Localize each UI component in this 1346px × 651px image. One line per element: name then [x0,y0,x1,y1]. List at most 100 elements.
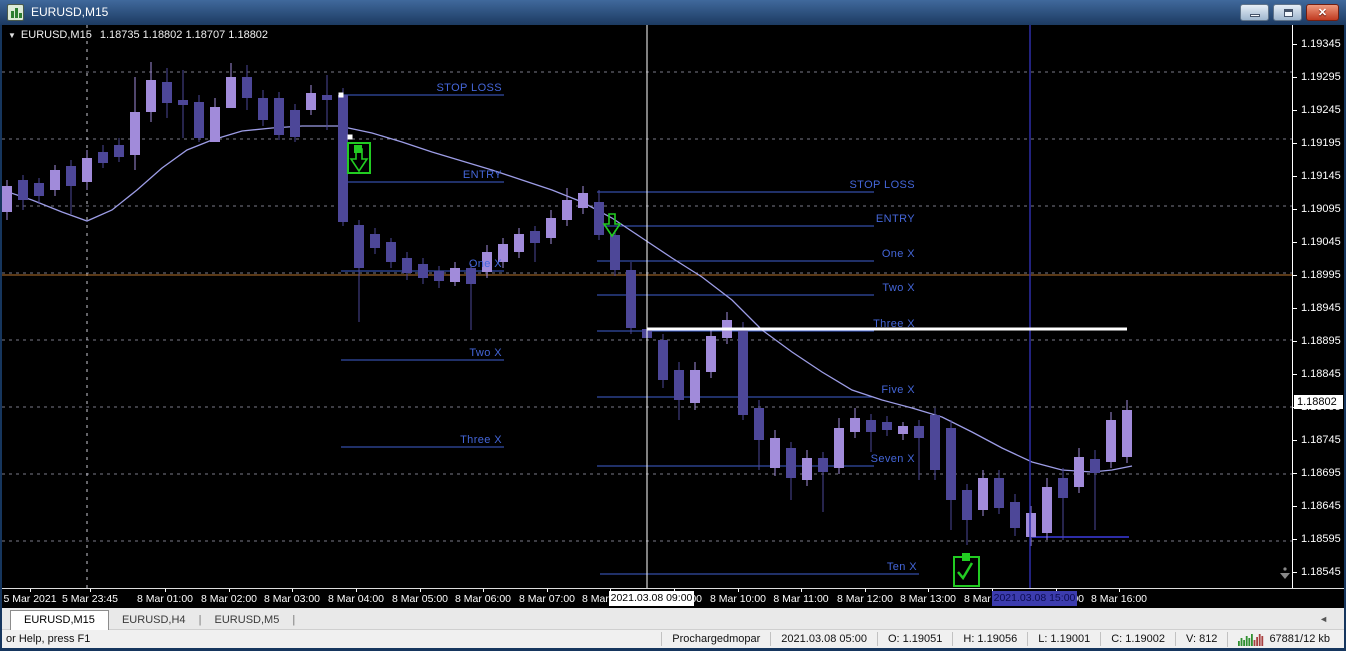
time-axis-label: 8 Mar 02:00 [200,593,258,605]
candle [274,98,284,135]
time-tick-mark [229,589,230,592]
tab-scroll-left-icon[interactable]: ◄ [1319,614,1328,624]
chart-tabs-bar: EURUSD,M15 EURUSD,H4 | EURUSD,M5 | ◄ [2,608,1344,630]
status-open: O: 1.19051 [876,632,952,646]
connection-bars-icon [1238,633,1264,646]
price-tick-label: 1.19095 [1301,203,1341,215]
close-button[interactable]: ✕ [1306,4,1339,21]
time-tick-mark [928,589,929,592]
price-tick-label: 1.18995 [1301,269,1341,281]
price-tick-label: 1.18845 [1301,368,1341,380]
candle [322,95,332,100]
price-axis[interactable]: 1.19345 1.19295 1.19245 1.19195 1.19145 1.190… [1292,25,1344,588]
price-tick-mark [1293,440,1297,441]
candle [594,202,604,235]
price-tick-label: 1.18895 [1301,335,1341,347]
price-tick-mark [1293,209,1297,210]
price-tick-label: 1.18545 [1301,566,1341,578]
candle [194,102,204,138]
sell-arrow-icon[interactable] [602,213,622,238]
price-tick-label: 1.19045 [1301,236,1341,248]
candle [626,270,636,328]
time-axis-label: 8 Mar 01:00 [136,593,194,605]
restore-button[interactable] [1273,4,1302,21]
candle [658,340,668,380]
price-tick-label: 1.19195 [1301,137,1341,149]
candle [242,77,252,98]
restore-icon [1284,9,1293,17]
candle [802,458,812,480]
candle [978,478,988,510]
tab-eurusd-h4[interactable]: EURUSD,H4 [121,614,186,626]
price-tick-mark [1293,341,1297,342]
price-tick-mark [1293,176,1297,177]
scroll-end-marker[interactable] [1280,573,1290,579]
tab-separator: | [198,614,202,626]
time-axis-label: 5 Mar 23:45 [61,593,119,605]
status-bar-time: 2021.03.08 05:00 [770,632,877,646]
price-tick-label: 1.19245 [1301,104,1341,116]
candle [34,183,44,196]
price-tick-label: 1.18645 [1301,500,1341,512]
object-handle[interactable] [338,92,344,98]
time-tick-mark [483,589,484,592]
price-tick-mark [1293,539,1297,540]
price-tick-label: 1.19295 [1301,71,1341,83]
connection-bar [1246,635,1249,646]
connection-bar [1251,633,1254,646]
price-tick-mark [1293,110,1297,111]
connection-bar [1259,633,1262,646]
status-help-text: or Help, press F1 [6,633,91,645]
sell-signal-box[interactable] [347,142,371,174]
candle [786,448,796,478]
price-tick-mark [1293,506,1297,507]
time-axis-label: 8 Mar 11:00 [773,593,829,605]
candle [178,100,188,105]
minimize-icon [1250,14,1260,17]
status-connection: 67881/12 kb [1227,631,1344,647]
status-high: H: 1.19056 [952,632,1027,646]
candle [18,180,28,200]
candle [482,252,492,272]
candle [898,426,908,434]
price-tick-label: 1.18945 [1301,302,1341,314]
time-tick-mark [90,589,91,592]
price-tick-label: 1.19145 [1301,170,1341,182]
candlestick-chart[interactable]: ▼ EURUSD,M15 1.18735 1.18802 1.18707 1.188… [2,25,1292,588]
time-tick-mark [610,589,611,592]
candle [994,478,1004,508]
chart-overlay [338,25,1290,588]
time-axis[interactable]: 5 Mar 2021 5 Mar 23:45 8 Mar 01:00 8 Mar 02… [2,588,1344,608]
candle [706,336,716,372]
time-axis-label: 8 Mar 03:00 [263,593,321,605]
crosshair-time-tag-blue: 2021.03.08 15:00 [992,591,1077,606]
time-axis-label: 8 Mar 13:00 [899,593,957,605]
status-traffic: 67881/12 kb [1269,633,1330,645]
tab-eurusd-m15[interactable]: EURUSD,M15 [10,610,109,630]
sell-arrow-icon[interactable] [349,148,369,173]
status-volume: V: 812 [1175,632,1227,646]
time-tick-mark [420,589,421,592]
candle [2,186,12,212]
candle [754,408,764,440]
candle [530,231,540,243]
chart-icon [7,4,24,21]
price-tick-label: 1.18595 [1301,533,1341,545]
candle [578,193,588,208]
object-handle[interactable] [347,134,353,140]
candle [562,200,572,220]
candle [434,271,444,281]
time-tick-mark [547,589,548,592]
time-axis-label: 8 Mar 04:00 [327,593,385,605]
candle [930,415,940,470]
tab-eurusd-m5[interactable]: EURUSD,M5 [214,614,280,626]
title-bar[interactable]: EURUSD,M15 ✕ [0,0,1346,25]
scroll-end-marker[interactable] [1283,567,1287,571]
candle [962,490,972,520]
time-tick-mark [738,589,739,592]
time-tick-mark [674,589,675,592]
candle [1122,410,1132,457]
minimize-button[interactable] [1240,4,1269,21]
status-account: Prochargedmopar [661,632,770,646]
